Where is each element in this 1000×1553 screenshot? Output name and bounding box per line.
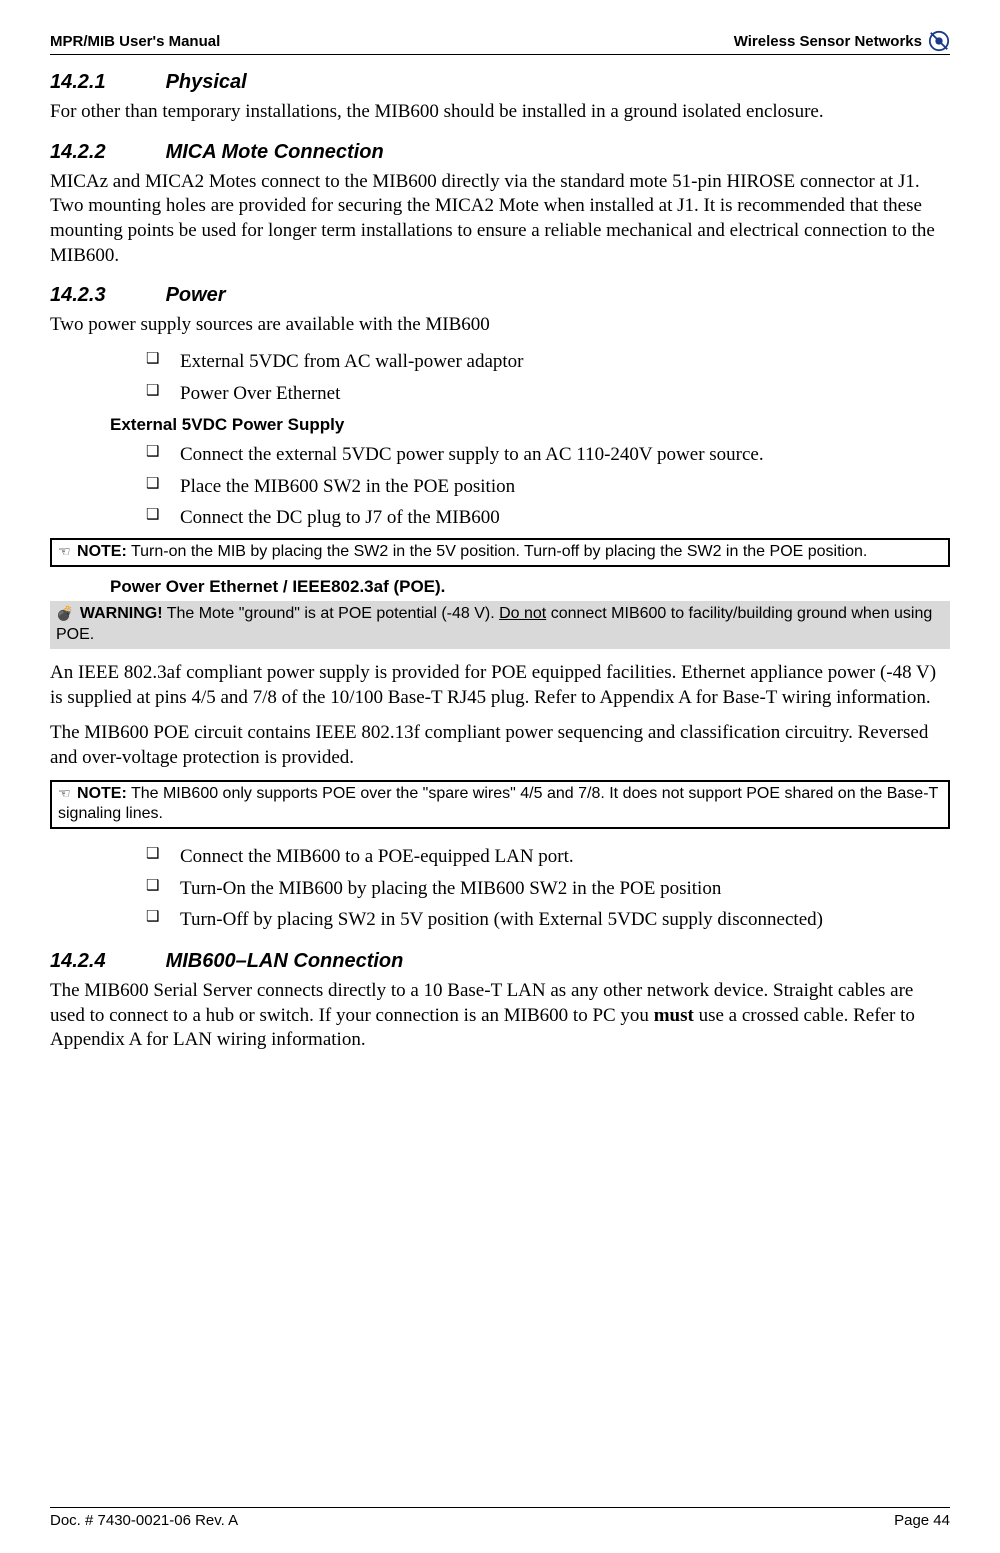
list-item: Connect the MIB600 to a POE-equipped LAN… [146, 843, 950, 871]
note-label: NOTE: [77, 543, 127, 560]
bullet-list: Connect the MIB600 to a POE-equipped LAN… [146, 843, 950, 934]
footer-doc-id: Doc. # 7430-0021-06 Rev. A [50, 1512, 238, 1529]
header-left: MPR/MIB User's Manual [50, 33, 220, 50]
paragraph: For other than temporary installations, … [50, 100, 950, 125]
bullet-list: External 5VDC from AC wall-power adaptor… [146, 348, 950, 407]
subheading-poe: Power Over Ethernet / IEEE802.3af (POE). [110, 577, 950, 597]
heading-num: 14.2.1 [50, 71, 160, 94]
bomb-icon: 💣 [56, 605, 73, 621]
list-item: Connect the external 5VDC power supply t… [146, 441, 950, 469]
heading-num: 14.2.3 [50, 284, 160, 307]
heading-power: 14.2.3 Power [50, 284, 950, 307]
note-text: The MIB600 only supports POE over the "s… [58, 785, 938, 822]
page: MPR/MIB User's Manual Wireless Sensor Ne… [0, 0, 1000, 1553]
heading-title: MICA Mote Connection [166, 141, 384, 163]
list-item: Connect the DC plug to J7 of the MIB600 [146, 504, 950, 532]
note-text: Turn-on the MIB by placing the SW2 in th… [127, 543, 868, 560]
heading-lan-connection: 14.2.4 MIB600–LAN Connection [50, 950, 950, 973]
page-footer: Doc. # 7430-0021-06 Rev. A Page 44 [50, 1507, 950, 1529]
pointer-icon: ☜ [58, 543, 71, 559]
footer-page-number: Page 44 [894, 1512, 950, 1529]
paragraph: Two power supply sources are available w… [50, 313, 950, 338]
warning-underline: Do not [499, 605, 546, 622]
bullet-list: Connect the external 5VDC power supply t… [146, 441, 950, 532]
note-box: ☜ NOTE: Turn-on the MIB by placing the S… [50, 538, 950, 567]
note-box: ☜ NOTE: The MIB600 only supports POE ove… [50, 780, 950, 829]
header-right-text: Wireless Sensor Networks [734, 33, 922, 50]
logo-icon [928, 30, 950, 52]
warning-label: WARNING! [80, 605, 163, 622]
heading-title: MIB600–LAN Connection [166, 950, 404, 972]
page-header: MPR/MIB User's Manual Wireless Sensor Ne… [50, 30, 950, 55]
paragraph-bold: must [654, 1005, 694, 1026]
paragraph: The MIB600 POE circuit contains IEEE 802… [50, 721, 950, 770]
list-item: External 5VDC from AC wall-power adaptor [146, 348, 950, 376]
list-item: Turn-On the MIB600 by placing the MIB600… [146, 875, 950, 903]
paragraph: An IEEE 802.3af compliant power supply i… [50, 661, 950, 710]
list-item: Power Over Ethernet [146, 380, 950, 408]
list-item: Place the MIB600 SW2 in the POE position [146, 473, 950, 501]
heading-num: 14.2.4 [50, 950, 160, 973]
heading-title: Power [166, 284, 226, 306]
header-right-group: Wireless Sensor Networks [734, 30, 950, 52]
heading-title: Physical [166, 71, 247, 93]
note-label: NOTE: [77, 785, 127, 802]
list-item: Turn-Off by placing SW2 in 5V position (… [146, 906, 950, 934]
paragraph: MICAz and MICA2 Motes connect to the MIB… [50, 170, 950, 269]
paragraph: The MIB600 Serial Server connects direct… [50, 979, 950, 1053]
heading-num: 14.2.2 [50, 141, 160, 164]
heading-mica-mote: 14.2.2 MICA Mote Connection [50, 141, 950, 164]
warning-text-before: The Mote "ground" is at POE potential (-… [163, 605, 500, 622]
warning-box: 💣 WARNING! The Mote "ground" is at POE p… [50, 601, 950, 650]
subheading-external-5vdc: External 5VDC Power Supply [110, 415, 950, 435]
pointer-icon: ☜ [58, 785, 71, 801]
heading-physical: 14.2.1 Physical [50, 71, 950, 94]
